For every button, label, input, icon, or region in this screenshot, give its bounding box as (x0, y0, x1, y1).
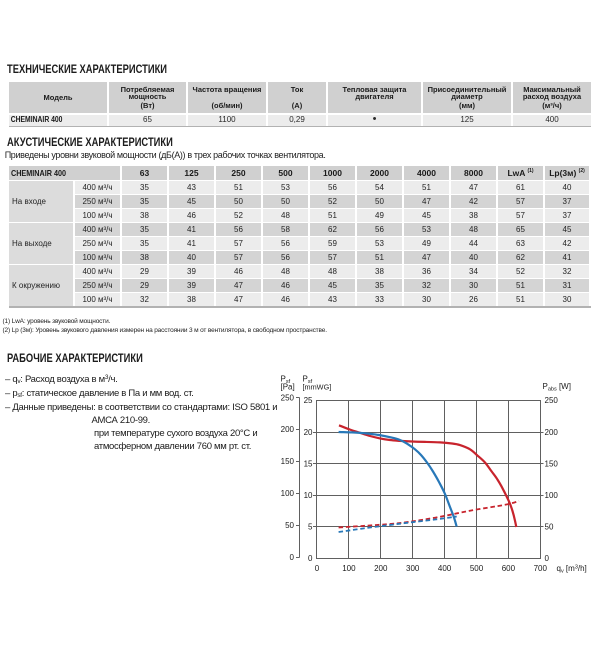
svg-text:250: 250 (545, 396, 559, 405)
svg-text:300: 300 (406, 564, 420, 573)
svg-text:0: 0 (308, 554, 313, 563)
svg-text:100: 100 (342, 564, 356, 573)
svg-text:200: 200 (281, 425, 295, 434)
svg-text:250: 250 (281, 393, 295, 402)
svg-text:200: 200 (374, 564, 388, 573)
svg-text:200: 200 (545, 428, 559, 437)
svg-text:700: 700 (534, 564, 548, 573)
svg-text:600: 600 (502, 564, 516, 573)
svg-text:Psf: Psf (281, 374, 291, 385)
svg-text:Pabs [W]: Pabs [W] (543, 382, 571, 393)
svg-text:qv [m3/h]: qv [m3/h] (557, 564, 587, 575)
svg-text:20: 20 (304, 428, 313, 437)
svg-text:10: 10 (304, 491, 313, 500)
svg-text:100: 100 (281, 489, 295, 498)
svg-text:50: 50 (545, 523, 554, 532)
svg-text:0: 0 (545, 554, 550, 563)
svg-text:25: 25 (304, 396, 313, 405)
svg-text:Psf: Psf (303, 374, 313, 385)
svg-text:150: 150 (545, 459, 559, 468)
svg-text:500: 500 (470, 564, 484, 573)
svg-text:150: 150 (281, 457, 295, 466)
svg-text:400: 400 (438, 564, 452, 573)
svg-text:[Pa]: [Pa] (281, 383, 295, 392)
svg-text:0: 0 (290, 553, 295, 562)
svg-text:[mmWG]: [mmWG] (303, 383, 332, 392)
svg-text:50: 50 (285, 521, 294, 530)
svg-text:5: 5 (308, 523, 313, 532)
svg-text:15: 15 (304, 459, 313, 468)
svg-text:100: 100 (545, 491, 559, 500)
svg-text:0: 0 (315, 564, 320, 573)
